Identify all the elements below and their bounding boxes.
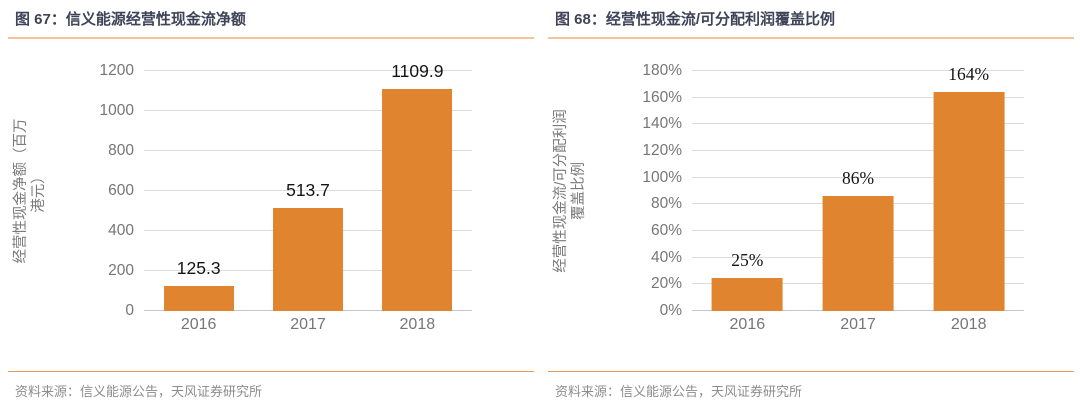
gridline (692, 123, 1024, 125)
figure-68-x-axis: 2016 2017 2018 (548, 316, 1074, 338)
figure-67-y-axis-label-column: 经营性现金净额（百万 港元） (8, 71, 52, 311)
figure-67-source: 资料来源：信义能源公告，天风证券研究所 (15, 384, 263, 399)
figure-67-source-rule (8, 371, 534, 372)
figure-67-y-ticks: 0 200 400 600 800 1000 1200 (52, 62, 144, 319)
figure-68-plot-area: 25% 86% 164% (692, 64, 1024, 311)
data-label-2016: 125.3 (176, 257, 221, 278)
x-tick-label-2016: 2016 (729, 316, 766, 333)
y-tick-label: 0 (125, 302, 134, 319)
bar-series: 125.3 513.7 1109.9 (144, 61, 472, 311)
x-tick-label-2017: 2017 (840, 316, 876, 333)
y-tick-label: 200 (108, 262, 134, 280)
gridline (692, 150, 1024, 152)
figure-68-panel: 图 68：经营性现金流/可分配利润覆盖比例 经营性现金流/可分配利润 覆盖比例 … (540, 0, 1080, 408)
y-tick-label: 120% (642, 142, 682, 160)
figure-67-plot-area: 125.3 513.7 1109.9 (144, 61, 472, 311)
figure-67-y-axis-label: 经营性现金净额（百万 港元） (13, 118, 47, 264)
y-tick-label: 160% (642, 88, 682, 106)
figure-67-x-axis: 2016 2017 2018 (8, 316, 534, 338)
bar-slot-2018: 164% (913, 64, 1024, 311)
y-tick-label: 40% (650, 248, 682, 266)
data-label-2017: 86% (841, 168, 875, 189)
bar-series: 25% 86% 164% (692, 64, 1024, 311)
figure-68-x-tick-labels: 2016 2017 2018 (692, 316, 1024, 338)
gridline (144, 110, 472, 111)
y-tick-label: 20% (650, 275, 682, 293)
gridline (692, 70, 1024, 71)
x-tick-label-2018: 2018 (950, 316, 987, 333)
figure-68-title-rule (548, 37, 1074, 39)
spacer (548, 316, 592, 338)
bar-slot-2017: 513.7 (253, 71, 362, 311)
figure-67-x-tick-labels: 2016 2017 2018 (144, 316, 472, 338)
gridline (692, 96, 1024, 98)
bar-2017 (822, 196, 894, 311)
gridline (144, 70, 472, 71)
data-label-2018: 164% (948, 64, 990, 85)
x-tick-label-2016: 2016 (180, 316, 217, 333)
x-tick-label-2017: 2017 (290, 316, 326, 333)
y-tick-label: 0% (659, 302, 682, 319)
bar-2017 (273, 208, 343, 311)
bar-2018 (933, 92, 1005, 311)
data-label-2016: 25% (731, 249, 764, 270)
y-tick-label: 600 (108, 182, 134, 199)
y-tick-label: 1200 (99, 62, 134, 79)
data-label-2018: 1109.9 (391, 61, 444, 82)
y-tick-label: 180% (642, 62, 682, 79)
y-tick-label: 80% (650, 195, 682, 213)
bar-slot-2017: 86% (803, 71, 914, 311)
bar-2018 (382, 89, 453, 311)
bar-slot-2016: 25% (692, 71, 803, 311)
x-tick-label-2018: 2018 (399, 316, 436, 333)
figure-68-source: 资料来源：信义能源公告，天风证券研究所 (555, 384, 803, 399)
y-tick-label: 60% (650, 222, 682, 240)
gridline (144, 190, 472, 191)
y-tick-label: 800 (108, 142, 134, 160)
figure-68-chart: 经营性现金流/可分配利润 覆盖比例 0% 20% 40% 60% 80% 100% 120%… (548, 62, 1074, 319)
figure-68-y-axis-label-column: 经营性现金流/可分配利润 覆盖比例 (548, 71, 592, 311)
figure-67-title-rule (8, 37, 534, 39)
bar-slot-2016: 125.3 (144, 71, 253, 311)
spacer (8, 316, 52, 338)
y-tick-label: 100% (642, 168, 682, 186)
figure-67-title: 图 67：信义能源经营性现金流净额 (15, 11, 246, 28)
bar-slot-2018: 1109.9 (363, 61, 472, 311)
y-tick-label: 140% (642, 115, 682, 133)
gridline (692, 176, 1024, 178)
y-tick-label: 400 (108, 222, 134, 240)
figure-68-title: 图 68：经营性现金流/可分配利润覆盖比例 (555, 11, 836, 28)
figure-67-chart: 经营性现金净额（百万 港元） 0 200 400 600 800 1000 1200 125… (8, 61, 534, 319)
bar-2016 (711, 277, 783, 311)
gridline (144, 150, 472, 152)
figure-68-source-rule (548, 371, 1074, 372)
data-label-2017: 513.7 (286, 180, 330, 201)
figure-68-y-axis-label: 经营性现金流/可分配利润 覆盖比例 (553, 109, 587, 273)
figure-67-panel: 图 67：信义能源经营性现金流净额 经营性现金净额（百万 港元） 0 200 400… (8, 11, 534, 399)
figure-68-y-ticks: 0% 20% 40% 60% 80% 100% 120% 140% 160% 180% (592, 62, 692, 319)
y-tick-label: 1000 (99, 102, 134, 119)
bar-2016 (163, 285, 234, 311)
